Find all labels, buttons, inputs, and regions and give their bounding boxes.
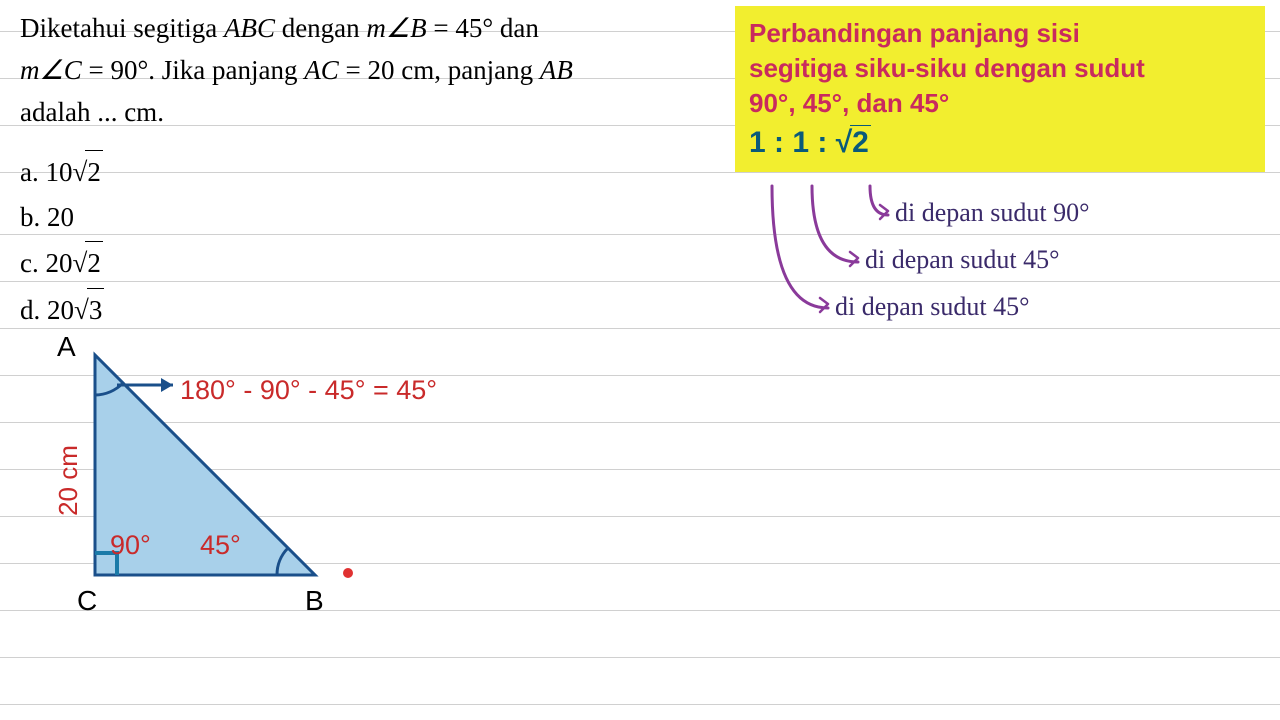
vertex-a-label: A [57,331,76,363]
callout-ratio: 1 : 1 : √2 [749,125,1251,160]
q-ab: AB [540,55,573,85]
option-a: a. 10√2 [20,150,104,194]
handwritten-note-1: di depan sudut 90° [895,198,1090,228]
option-c: c. 20√2 [20,241,104,285]
q-text: Diketahui segitiga [20,13,224,43]
angle-a-calculation: 180° - 90° - 45° = 45° [180,375,437,406]
vertex-b-label: B [305,585,324,617]
q-text: = 20 cm, panjang [339,55,540,85]
answer-options: a. 10√2 b. 20 c. 20√2 d. 20√3 [20,150,104,334]
handwritten-note-3: di depan sudut 45° [835,292,1030,322]
pointer-dot-icon [343,568,353,578]
q-text: = 45° dan [427,13,539,43]
vertex-c-label: C [77,585,97,617]
question-text: Diketahui segitiga ABC dengan m∠B = 45° … [20,8,720,134]
option-d: d. 20√3 [20,288,104,332]
q-angleB: m∠B [366,13,426,43]
callout-line1: Perbandingan panjang sisi [749,16,1251,51]
callout-line2: segitiga siku-siku dengan sudut [749,51,1251,86]
side-ac-label: 20 cm [53,445,84,516]
callout-line3: 90°, 45°, dan 45° [749,86,1251,121]
q-abc: ABC [224,13,275,43]
handwritten-note-2: di depan sudut 45° [865,245,1060,275]
q-line3: adalah ... cm. [20,92,720,134]
arrow-head-icon [161,378,173,392]
q-text: = 90°. Jika panjang [82,55,305,85]
q-ac: AC [304,55,339,85]
q-text: dengan [275,13,366,43]
angle-c-label: 90° [110,530,151,561]
triangle-diagram: A B C 180° - 90° - 45° = 45° 20 cm 90° 4… [55,335,655,615]
q-angleC: m∠C [20,55,82,85]
angle-b-label: 45° [200,530,241,561]
hint-callout: Perbandingan panjang sisi segitiga siku-… [735,6,1265,172]
option-b: b. 20 [20,196,104,239]
